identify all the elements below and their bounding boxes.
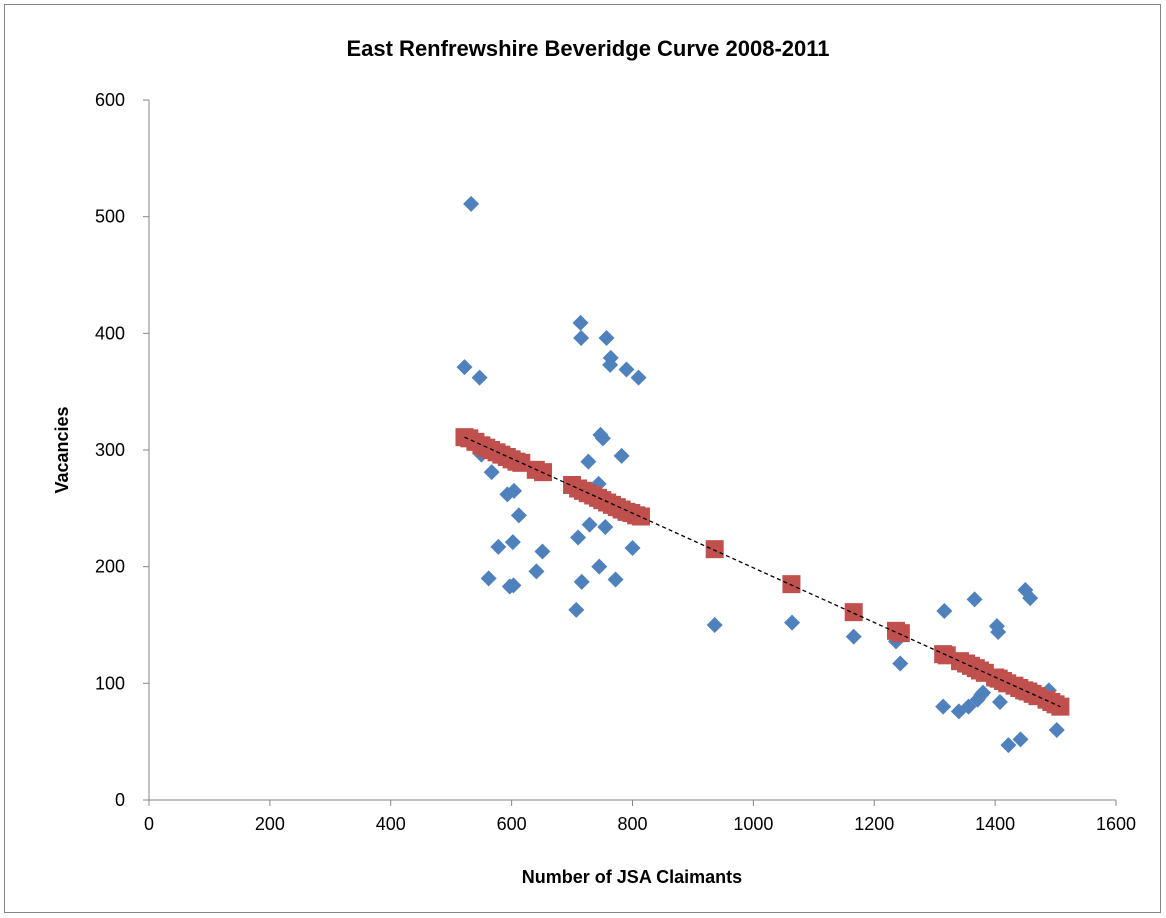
square-point <box>844 603 863 622</box>
x-tick-label: 0 <box>144 814 154 834</box>
diamond-point <box>1022 590 1039 607</box>
axes: 0 100 200 300 400 500 600 0 200 400 600 800 1000 1200… <box>95 90 1136 834</box>
x-axis-label: Number of JSA Claimants <box>522 867 742 887</box>
diamond-point <box>598 330 615 346</box>
square-point <box>705 540 724 559</box>
chart-title: East Renfrewshire Beveridge Curve 2008-2… <box>346 36 829 61</box>
diamond-point <box>613 447 630 464</box>
y-tick-label: 500 <box>95 207 125 227</box>
diamond-point <box>591 558 608 575</box>
diamond-point <box>892 655 909 672</box>
diamond-point <box>991 694 1008 710</box>
diamond-point <box>594 430 611 447</box>
diamond-point <box>975 684 992 701</box>
diamond-point <box>990 624 1007 640</box>
diamond-point <box>845 628 862 645</box>
diamond-point <box>510 507 527 524</box>
square-point <box>782 575 801 594</box>
diamond-point <box>935 698 952 715</box>
x-tick-label: 1000 <box>733 814 773 834</box>
diamond-point <box>534 543 551 560</box>
diamond-point <box>573 330 590 346</box>
diamond-point <box>573 573 590 590</box>
y-tick-label: 100 <box>95 673 125 693</box>
y-tick-label: 600 <box>95 90 125 110</box>
diamond-point <box>572 314 589 331</box>
diamond-point <box>966 591 983 608</box>
diamond-point <box>463 195 480 212</box>
diamond-point <box>580 453 597 470</box>
diamond-point <box>471 369 488 386</box>
diamond-point <box>1012 731 1029 748</box>
diamond-point <box>581 516 598 533</box>
diamond-point <box>480 570 497 587</box>
y-axis-label: Vacancies <box>52 406 72 493</box>
diamond-point <box>630 369 647 386</box>
diamond-point <box>607 571 624 588</box>
diamond-point <box>1048 722 1065 738</box>
diamond-point <box>784 614 801 631</box>
diamond-point <box>936 603 953 619</box>
diamond-point <box>602 349 619 366</box>
x-tick-label: 800 <box>617 814 647 834</box>
diamond-point <box>483 464 500 481</box>
x-tick-label: 1600 <box>1096 814 1136 834</box>
x-tick-label: 1200 <box>854 814 894 834</box>
diamond-point <box>624 540 641 556</box>
x-tick-label: 400 <box>376 814 406 834</box>
y-tick-label: 300 <box>95 440 125 460</box>
square-point <box>512 453 531 472</box>
square-point <box>891 624 910 643</box>
x-tick-label: 200 <box>255 814 285 834</box>
x-tick-label: 600 <box>497 814 527 834</box>
diamond-point <box>597 519 614 535</box>
diamond-point <box>506 482 523 499</box>
diamond-point <box>1000 737 1017 754</box>
diamond-point <box>505 577 522 594</box>
diamond-point <box>706 617 723 633</box>
trendline <box>464 436 1061 708</box>
plot-marks <box>455 195 1070 754</box>
diamond-point <box>568 601 585 618</box>
chart-area <box>4 4 1161 913</box>
diamond-point <box>456 359 473 376</box>
y-tick-label: 0 <box>115 790 125 810</box>
x-tick-label: 1400 <box>975 814 1015 834</box>
diamond-point <box>618 361 635 378</box>
y-tick-label: 200 <box>95 557 125 577</box>
diamond-point <box>528 563 545 580</box>
diamond-point <box>504 534 521 551</box>
diamond-point <box>490 538 507 555</box>
y-tick-label: 400 <box>95 323 125 343</box>
diamond-point <box>570 529 587 546</box>
diamond-point <box>960 698 977 715</box>
square-point <box>631 507 650 526</box>
